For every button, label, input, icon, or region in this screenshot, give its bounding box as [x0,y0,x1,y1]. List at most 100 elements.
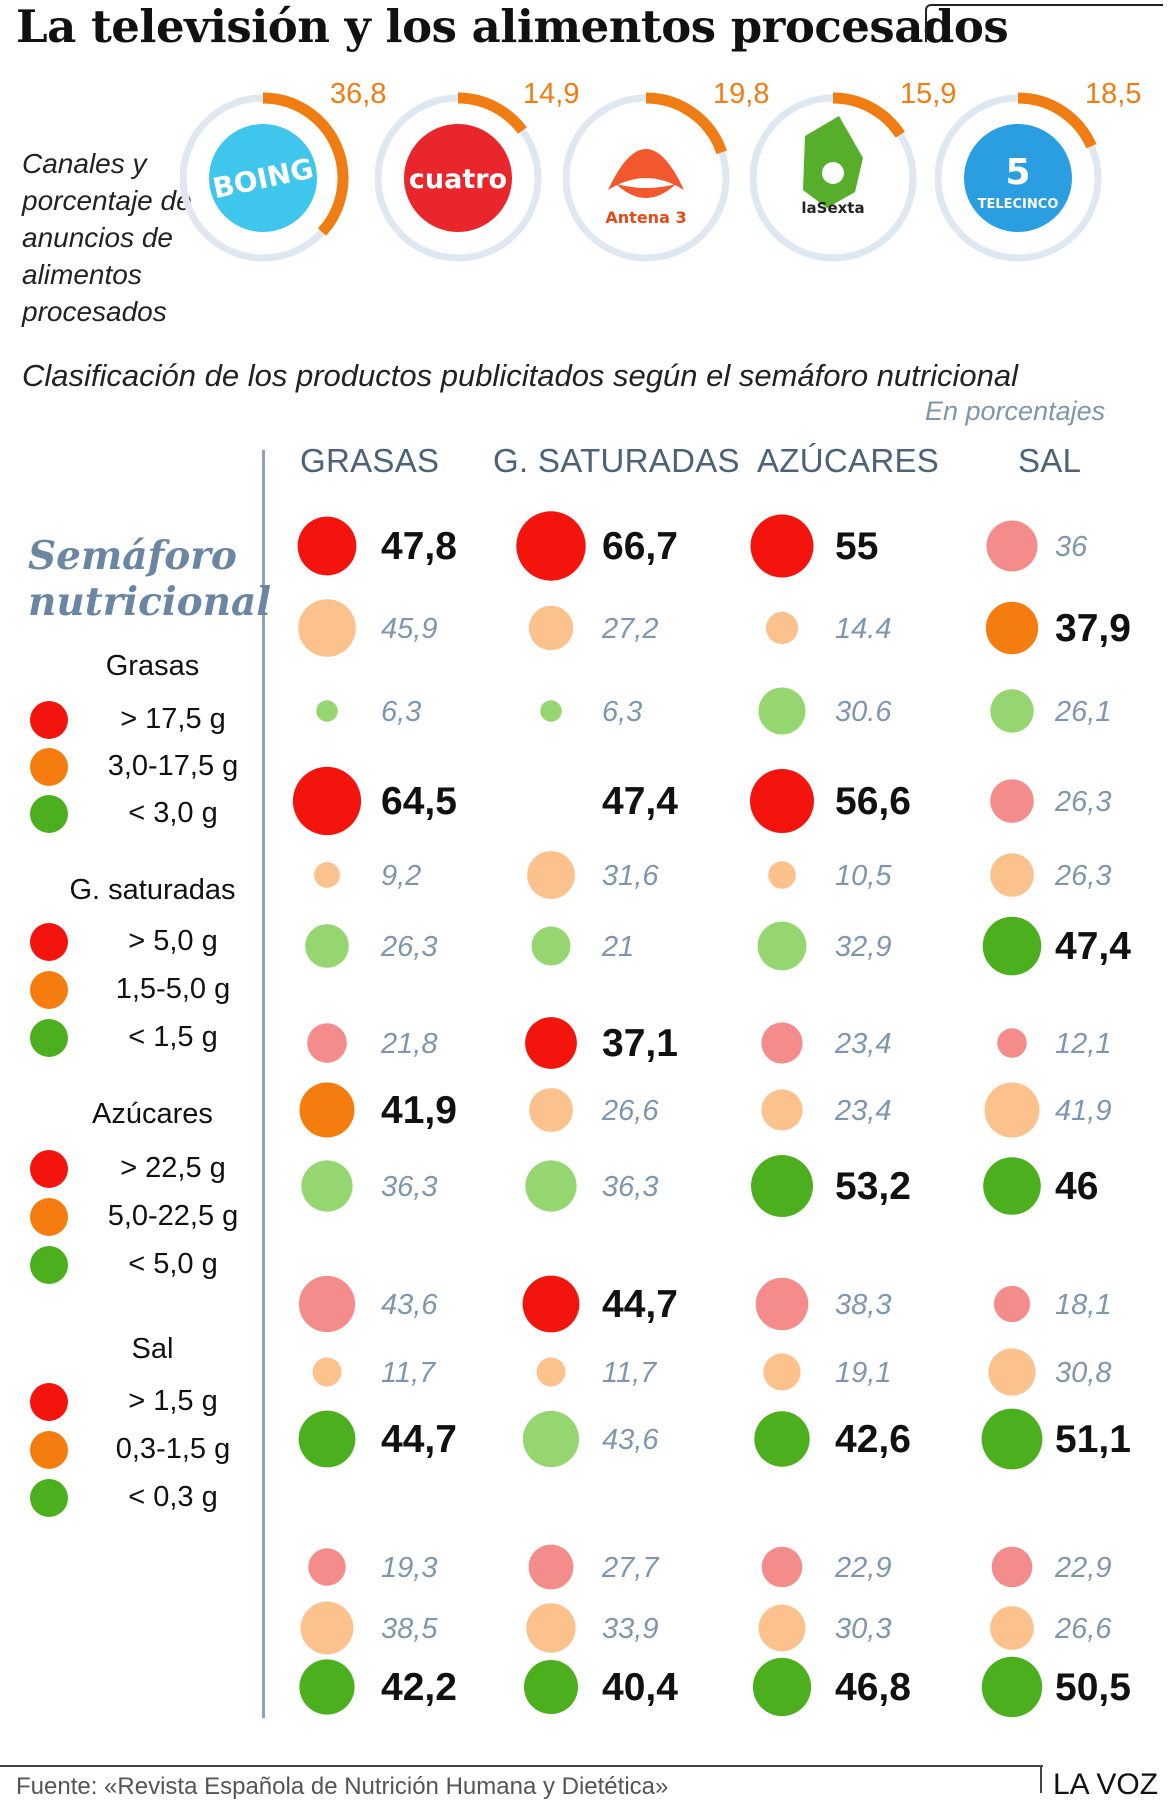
bubble-value-label: 30,8 [1055,1357,1111,1389]
bubble-green [751,1155,813,1217]
bubble-red [308,1548,346,1586]
units-note: En porcentajes [925,396,1106,426]
orange-dot-icon [30,1431,68,1469]
channels-label: Canales y porcentaje de anuncios de alim… [22,148,192,327]
bubble-value-label: 46,8 [835,1666,911,1709]
bubble-value-label: 26,1 [1054,696,1111,728]
bubble-orange [990,1606,1034,1650]
svg-text:laSexta: laSexta [801,199,864,217]
bubble-red [297,516,357,576]
bubble-value-label: 51,1 [1055,1418,1131,1461]
bubble-value-label: 47,8 [381,525,457,568]
legend-item-label: > 1,5 g [128,1385,218,1417]
footer-rule [0,1765,1043,1767]
bubble-orange [985,601,1039,655]
bubble-red [522,1275,580,1333]
svg-text:5: 5 [1005,152,1030,193]
page-title: La televisión y los alimentos procesados [16,0,1009,53]
green-dot-icon [30,1246,68,1284]
bubble-value-label: 47,4 [602,780,678,823]
bubble-green [305,924,349,968]
lasexta-logo: laSexta [801,116,865,217]
bubble-value-label: 42,2 [381,1666,457,1709]
column-header-saturadas: G. SATURADAS [493,442,740,479]
bubble-green [752,1657,812,1717]
channel-value: 14,9 [523,78,580,110]
legend-item-label: < 3,0 g [128,797,218,829]
column-header-azucares: AZÚCARES [757,442,940,479]
channel-cuatro: cuatro 14,9 [375,78,579,282]
bubble-green [982,916,1042,976]
bubble-red [997,1028,1027,1058]
cuatro-logo: cuatro [404,124,512,232]
bubble-orange [527,851,575,899]
bubble-value-label: 30,3 [835,1613,891,1645]
bubble-value-label: 14.4 [835,613,891,645]
bubble-value-label: 36 [1055,531,1088,563]
legend-item-label: < 5,0 g [128,1248,218,1280]
bubble-orange [299,1082,355,1138]
share-arc [832,92,905,138]
divider-line [262,450,265,1718]
legend-title-line2: nutricional [28,579,272,625]
bubble-value-label: 27,7 [601,1552,660,1584]
bubble-value-label: 66,7 [602,525,678,568]
bubble-red [516,511,586,581]
bubble-orange [529,1088,573,1132]
bubble-green [754,1411,810,1467]
bubble-value-label: 36,3 [381,1171,437,1203]
bubble-value-label: 44,7 [602,1283,678,1326]
bubble-value-label: 22,9 [1054,1552,1111,1584]
bubble-value-label: 32,9 [835,931,891,963]
bubble-value-label: 46 [1055,1165,1098,1208]
bubble-orange [988,1348,1036,1396]
bubble-value-label: 6,3 [602,696,642,728]
svg-text:cuatro: cuatro [409,164,507,195]
bubble-value-label: 21,8 [380,1028,437,1060]
boing-ring: BOING [180,92,349,262]
bubble-green [524,1660,578,1714]
bubble-red [755,1277,809,1331]
orange-dot-icon [30,748,68,786]
bubble-green [540,700,562,722]
legend-item-label: 1,5-5,0 g [115,973,231,1005]
channel-value: 19,8 [713,78,770,110]
boing-logo: BOING [209,124,317,232]
legend-item-label: < 1,5 g [128,1021,218,1053]
bubble-value-label: 27,2 [601,613,658,645]
bubble-value-label: 30.6 [835,696,892,728]
bubble-value-label: 23,4 [834,1028,891,1060]
channel-value: 15,9 [900,78,957,110]
bubble-green [981,1656,1043,1718]
bubble-value-label: 43,6 [602,1424,659,1456]
telecinco-ring: 5 TELECINCO [935,92,1102,262]
legend-group-name: Sal [131,1333,174,1365]
bubble-value-label: 12,1 [1055,1028,1111,1060]
share-arc [262,92,349,236]
bubble-value-label: 26,6 [601,1095,659,1127]
bubble-green [316,700,338,722]
bubble-orange [298,599,356,657]
bubble-value-label: 56,6 [835,780,911,823]
bubble-value-label: 26,3 [1054,860,1111,892]
column-header-sal: SAL [1018,442,1082,479]
antena3-ring: Antena 3 [563,92,730,262]
bubble-value-label: 26,3 [380,931,437,963]
bubble-green [758,687,806,735]
bubble-value-label: 43,6 [381,1289,438,1321]
bubble-red [761,1546,803,1588]
bubble-value-label: 38,3 [835,1289,891,1321]
red-dot-icon [30,1150,68,1188]
bubble-value-label: 21 [601,931,634,963]
bubble-green [525,1160,577,1212]
bubble-orange [528,605,574,651]
bubble-orange [312,1357,342,1387]
channel-value: 18,5 [1085,78,1142,110]
bubble-red [307,1023,347,1063]
bubble-red [991,1546,1033,1588]
bubble-value-label: 11,7 [602,1357,658,1389]
bubble-orange [990,853,1034,897]
bubble-red [750,769,814,833]
channel-boing: BOING 36,8 [180,78,386,282]
